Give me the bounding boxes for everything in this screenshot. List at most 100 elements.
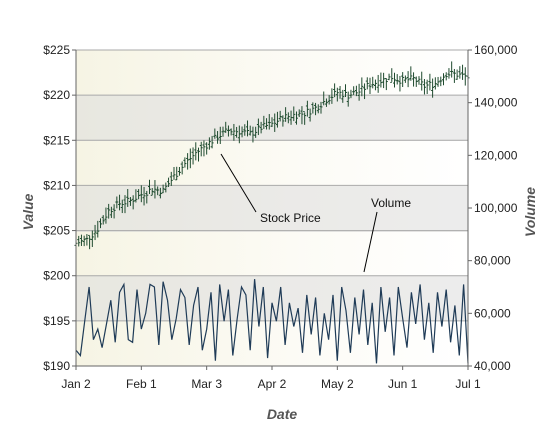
price-bar [365, 77, 369, 90]
price-bar [360, 77, 364, 97]
price-bar [180, 161, 184, 175]
price-bar [267, 114, 271, 130]
price-bar [403, 75, 407, 83]
price-bar [387, 73, 391, 81]
price-bar [82, 235, 86, 247]
y2-tick-label: 40,000 [474, 359, 511, 373]
price-bar [354, 85, 358, 97]
price-bar [259, 121, 263, 134]
price-bar [218, 126, 222, 144]
price-bar [265, 118, 269, 130]
price-bar [428, 73, 432, 91]
y-axis-ticks: $190 $195 $200 $205 $210 $215 $220 $225 [43, 43, 76, 373]
price-bar [229, 128, 233, 136]
price-bar [431, 78, 435, 98]
price-bar [363, 83, 367, 100]
price-bar [120, 199, 124, 214]
price-bar [275, 111, 279, 128]
price-bar [335, 87, 339, 102]
price-bar [439, 76, 443, 87]
price-bar [398, 75, 402, 92]
price-bar [256, 118, 260, 136]
price-bar [262, 115, 266, 129]
price-bar [308, 108, 312, 122]
price-bar [270, 117, 274, 128]
y2-tick-label: 80,000 [474, 254, 511, 268]
y-tick-label: $205 [43, 224, 70, 238]
y-tick-label: $190 [43, 359, 70, 373]
price-bar [126, 188, 130, 207]
annotation-price-leader [220, 153, 257, 213]
price-bar [131, 195, 135, 210]
price-bar [384, 78, 388, 91]
price-bar [99, 218, 102, 229]
y-tick-label: $225 [43, 43, 70, 57]
price-bar [221, 126, 225, 137]
x-axis-ticks: Jan 2 Feb 1 Mar 3 Apr 2 May 2 Jun 1 Jul 1 [61, 366, 481, 391]
price-bar [109, 206, 113, 218]
price-bar [134, 189, 138, 203]
price-bar [455, 69, 459, 80]
price-bar [115, 196, 119, 209]
price-bar [177, 166, 181, 176]
price-bar [401, 72, 405, 87]
y2-tick-label: 140,000 [474, 96, 518, 110]
y-axis-title: Value [20, 193, 36, 230]
y2-tick-label: 100,000 [474, 201, 518, 215]
y-tick-label: $215 [43, 133, 70, 147]
price-bar [324, 98, 328, 107]
y2-tick-label: 120,000 [474, 148, 518, 162]
price-bar [145, 190, 149, 204]
price-bar [344, 84, 347, 98]
volume-line [75, 279, 469, 364]
price-bar [303, 111, 307, 125]
price-bar [422, 78, 426, 95]
y-tick-label: $220 [43, 88, 70, 102]
price-bar [128, 197, 132, 206]
price-bar [183, 157, 187, 168]
price-bar [442, 73, 445, 86]
price-bar [246, 120, 249, 137]
x-tick-label: Jul 1 [455, 377, 481, 391]
volume-series [75, 279, 469, 364]
price-bar [425, 79, 429, 95]
price-bar [395, 74, 399, 85]
price-bar [85, 234, 89, 246]
price-bar [300, 106, 304, 125]
price-bar [153, 180, 157, 199]
price-bar [224, 121, 228, 133]
price-bar [216, 131, 220, 144]
price-bar [393, 72, 396, 88]
price-bar [77, 235, 81, 247]
price-bar [101, 215, 105, 225]
price-bar [156, 186, 160, 196]
price-bar [433, 77, 437, 90]
price-bar [390, 68, 394, 83]
price-bar [123, 195, 127, 214]
price-bar [197, 147, 200, 162]
price-bar [235, 126, 239, 138]
price-bar [164, 182, 168, 193]
price-bar [79, 234, 83, 246]
price-bar [311, 102, 315, 114]
price-bar [338, 86, 342, 99]
price-bar [213, 128, 217, 139]
price-bar [406, 71, 410, 88]
price-bar [297, 109, 301, 118]
x-tick-label: Jun 1 [388, 377, 418, 391]
price-bar [357, 83, 361, 101]
price-bar [450, 61, 454, 78]
price-bar [284, 107, 288, 122]
price-bar [142, 186, 146, 206]
price-bar [226, 125, 230, 137]
price-bar [281, 115, 285, 127]
price-bar [112, 204, 116, 219]
y2-tick-label: 60,000 [474, 306, 511, 320]
price-bar [436, 76, 440, 87]
price-bar [202, 140, 206, 157]
annotation-volume-leader [363, 211, 378, 273]
price-bar [447, 68, 451, 79]
price-bar [458, 66, 462, 79]
price-bar [172, 167, 176, 180]
